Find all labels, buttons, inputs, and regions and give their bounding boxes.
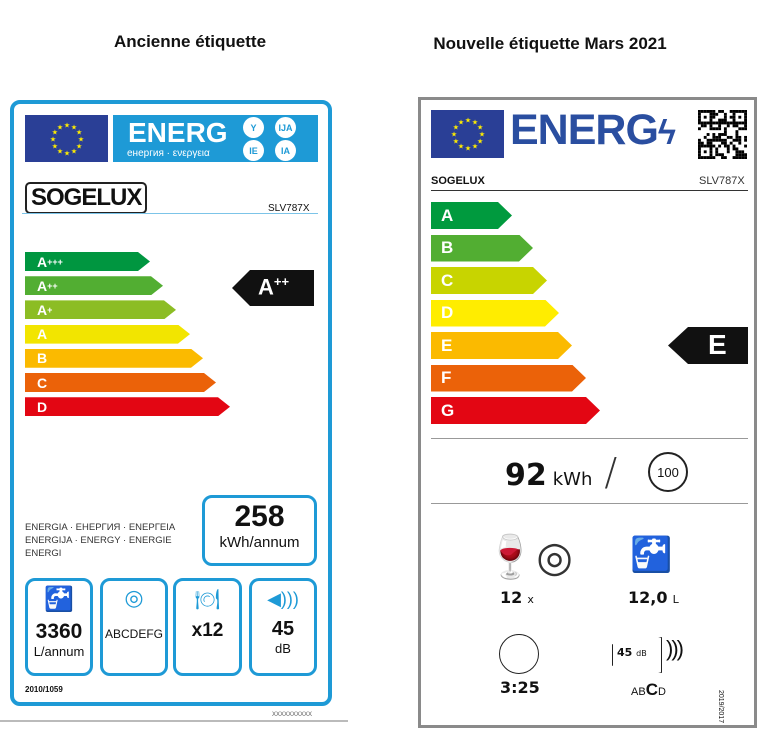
energy-word: ENERGI (25, 548, 62, 559)
program-duration: 3:25 (500, 678, 540, 697)
label-code: XXXXXXXXXX (272, 712, 313, 718)
model-number: SLV787X (268, 203, 310, 214)
svg-text:★: ★ (476, 138, 482, 146)
svg-text:★: ★ (457, 143, 463, 151)
svg-text:★: ★ (63, 149, 69, 157)
energy-consumption: 258 (234, 500, 285, 533)
svg-text:★: ★ (63, 121, 69, 129)
energy-class-bar: A +++ (25, 252, 150, 271)
noise-unit: dB (275, 641, 291, 656)
water-consumption: 3360 (35, 620, 83, 643)
energy-class-bar: B (431, 235, 533, 262)
svg-text:★: ★ (471, 143, 477, 151)
svg-text:★: ★ (70, 123, 76, 131)
capacity: 12 (500, 588, 523, 607)
energy-class-bar: C (25, 373, 216, 392)
old-label-title: Ancienne étiquette (113, 32, 267, 51)
energy-unit: kWh (552, 469, 593, 490)
qr-code-icon[interactable] (697, 110, 748, 159)
svg-text:★: ★ (478, 131, 484, 139)
tap-icon: 🚰 (630, 536, 673, 574)
energy-class-bar: C (431, 267, 547, 294)
svg-text:★: ★ (457, 118, 463, 126)
svg-text:★: ★ (476, 124, 482, 132)
energy-class-bar: D (25, 397, 230, 416)
energy-unit: kWh/annum (219, 534, 300, 551)
brand-logo: SOGELUX (25, 182, 148, 214)
energy-word: ENERGIJA · ENERGY · ENERGIE (25, 535, 172, 546)
brand-name: SOGELUX (431, 175, 485, 187)
new-label-title: Nouvelle étiquette Mars 2021 (433, 34, 667, 53)
energy-class-bar: A ++ (25, 276, 163, 295)
place-settings-icon: 🍷◎ (484, 533, 573, 580)
language-badge: Y (243, 117, 264, 138)
svg-text:★: ★ (77, 135, 83, 143)
regulation: 2010/1059 (25, 685, 63, 694)
energy-consumption: 92 (505, 458, 547, 493)
energ-logo: ENERG (128, 117, 228, 148)
noise-classes: ABCD (631, 680, 666, 699)
cycle-icon: 100 (648, 452, 688, 492)
capacity: x12 (191, 620, 224, 641)
svg-text:★: ★ (70, 147, 76, 155)
water-consumption: 12,0 (628, 588, 668, 607)
svg-text:★: ★ (51, 142, 57, 150)
drying-icon: ◎ (124, 585, 144, 610)
noise-icon: ◀))) (267, 589, 299, 609)
svg-text:★: ★ (450, 131, 456, 139)
eu-flag-icon: ★ ★ ★ ★ ★ ★ ★ ★ ★ ★ ★ ★ (25, 115, 108, 162)
noise-value: 45 (617, 646, 633, 659)
clock-icon (499, 634, 539, 674)
language-badge: IA (275, 140, 296, 161)
energy-class-bar: F (431, 365, 586, 392)
svg-text:★: ★ (56, 123, 62, 131)
svg-text:★: ★ (452, 124, 458, 132)
tap-icon: 🚰 (44, 586, 74, 613)
regulation: 2019/2017 (717, 690, 724, 724)
energ-subtitle: енергия · ενεργεια (127, 148, 210, 159)
energy-class-bar: E (431, 332, 572, 359)
svg-text:★: ★ (51, 128, 57, 136)
energy-class-bar: B (25, 349, 203, 368)
language-badge: IE (243, 140, 264, 161)
place-settings-icon: 🍽 (194, 589, 221, 611)
eu-flag-icon: ★ ★ ★ ★ ★ ★ ★ ★ ★ ★ ★ ★ (431, 110, 504, 158)
noise-value: 45 (271, 618, 295, 640)
svg-text:★: ★ (464, 117, 470, 125)
svg-text:★: ★ (75, 128, 81, 136)
energy-class-bar: D (431, 300, 559, 327)
energy-class-bar: A (25, 325, 190, 344)
svg-text:★: ★ (56, 147, 62, 155)
model-number: SLV787X (699, 175, 745, 187)
language-badge: IJA (275, 117, 296, 138)
water-unit: L/annum (33, 644, 85, 659)
energy-word: ENERGIA · ЕНЕРГИЯ · ΕΝΕΡΓΕΙΑ (25, 522, 176, 533)
svg-text:★: ★ (464, 145, 470, 153)
svg-text:★: ★ (75, 142, 81, 150)
svg-text:★: ★ (452, 138, 458, 146)
svg-text:★: ★ (49, 135, 55, 143)
svg-text:★: ★ (471, 118, 477, 126)
energy-class-bar: A + (25, 300, 176, 319)
drying-classes: ABCDEFG (104, 627, 163, 641)
energy-class-bar: A (431, 202, 512, 229)
lightning-icon: ϟ (657, 114, 676, 152)
energ-logo: ENERGϟ (510, 106, 676, 154)
rating-arrow: A++ (232, 270, 314, 306)
energy-class-bar: G (431, 397, 600, 424)
